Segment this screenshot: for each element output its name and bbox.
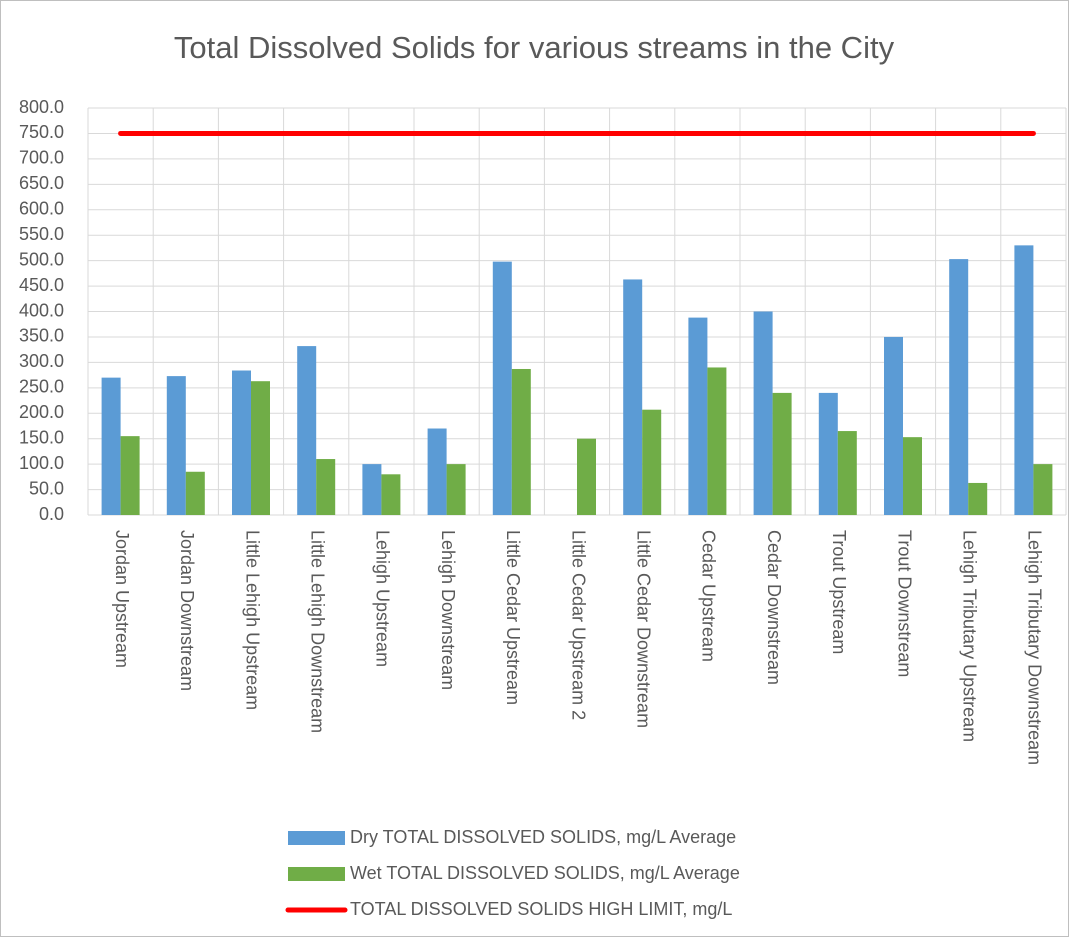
x-tick-label: Jordan Downstream xyxy=(177,530,197,691)
y-tick-label: 600.0 xyxy=(19,199,64,219)
y-tick-label: 150.0 xyxy=(19,427,64,447)
bar xyxy=(642,409,662,515)
bar xyxy=(232,370,251,515)
x-tick-label: Cedar Downstream xyxy=(764,530,784,685)
y-tick-label: 350.0 xyxy=(19,326,64,346)
x-tick-label: Little Cedar Downstream xyxy=(633,530,653,728)
y-tick-label: 650.0 xyxy=(19,173,64,193)
x-tick-label: Lehigh Tributary Upstream xyxy=(959,530,979,742)
x-tick-label: Trout Upstream xyxy=(829,530,849,654)
bar xyxy=(772,392,792,515)
y-tick-label: 700.0 xyxy=(19,148,64,168)
legend-label: TOTAL DISSOLVED SOLIDS HIGH LIMIT, mg/L xyxy=(350,899,732,919)
x-tick-label: Little Lehigh Upstream xyxy=(242,530,262,710)
bar xyxy=(362,464,382,515)
y-tick-label: 50.0 xyxy=(29,478,64,498)
bar xyxy=(707,367,727,515)
bar xyxy=(185,471,205,515)
bar xyxy=(446,464,466,515)
x-tick-label: Little Cedar Upstream xyxy=(503,530,523,705)
bar xyxy=(511,368,531,515)
y-tick-label: 750.0 xyxy=(19,122,64,142)
legend-marker xyxy=(288,831,345,845)
bar xyxy=(427,428,447,515)
bar xyxy=(884,336,903,515)
bar xyxy=(623,279,643,515)
bar xyxy=(753,311,773,515)
y-tick-label: 500.0 xyxy=(19,249,64,269)
bar xyxy=(903,437,922,515)
bar xyxy=(101,377,121,515)
bar xyxy=(251,381,270,515)
y-tick-label: 0.0 xyxy=(39,504,64,524)
y-tick-label: 800.0 xyxy=(19,97,64,117)
y-tick-label: 300.0 xyxy=(19,351,64,371)
x-tick-label: Cedar Upstream xyxy=(699,530,719,662)
bar xyxy=(688,317,708,515)
bar xyxy=(492,261,512,515)
bar xyxy=(381,474,401,515)
y-tick-label: 100.0 xyxy=(19,453,64,473)
x-tick-label: Jordan Upstream xyxy=(112,530,132,668)
bar xyxy=(316,459,336,515)
bar xyxy=(166,376,186,515)
bar xyxy=(949,259,969,515)
bar xyxy=(968,482,988,515)
bar xyxy=(1014,245,1034,516)
bar xyxy=(120,436,140,515)
legend-label: Wet TOTAL DISSOLVED SOLIDS, mg/L Average xyxy=(350,863,740,883)
x-tick-label: Lehigh Tributary Downstream xyxy=(1025,530,1045,765)
bar xyxy=(297,346,317,515)
y-tick-label: 250.0 xyxy=(19,377,64,397)
x-tick-label: Trout Downstream xyxy=(894,530,914,677)
x-tick-label: Lehigh Upstream xyxy=(373,530,393,667)
y-tick-label: 200.0 xyxy=(19,402,64,422)
legend-marker xyxy=(288,867,345,881)
bar xyxy=(577,438,596,515)
x-tick-label: Little Cedar Upstream 2 xyxy=(568,530,588,720)
x-tick-label: Little Lehigh Downstream xyxy=(307,530,327,733)
y-tick-label: 450.0 xyxy=(19,275,64,295)
bar xyxy=(818,392,838,515)
x-tick-label: Lehigh Downstream xyxy=(438,530,458,690)
legend-label: Dry TOTAL DISSOLVED SOLIDS, mg/L Average xyxy=(350,827,736,847)
bar xyxy=(1033,464,1053,515)
chart-title: Total Dissolved Solids for various strea… xyxy=(174,30,895,65)
bar xyxy=(837,431,857,515)
y-tick-label: 400.0 xyxy=(19,300,64,320)
y-tick-label: 550.0 xyxy=(19,224,64,244)
